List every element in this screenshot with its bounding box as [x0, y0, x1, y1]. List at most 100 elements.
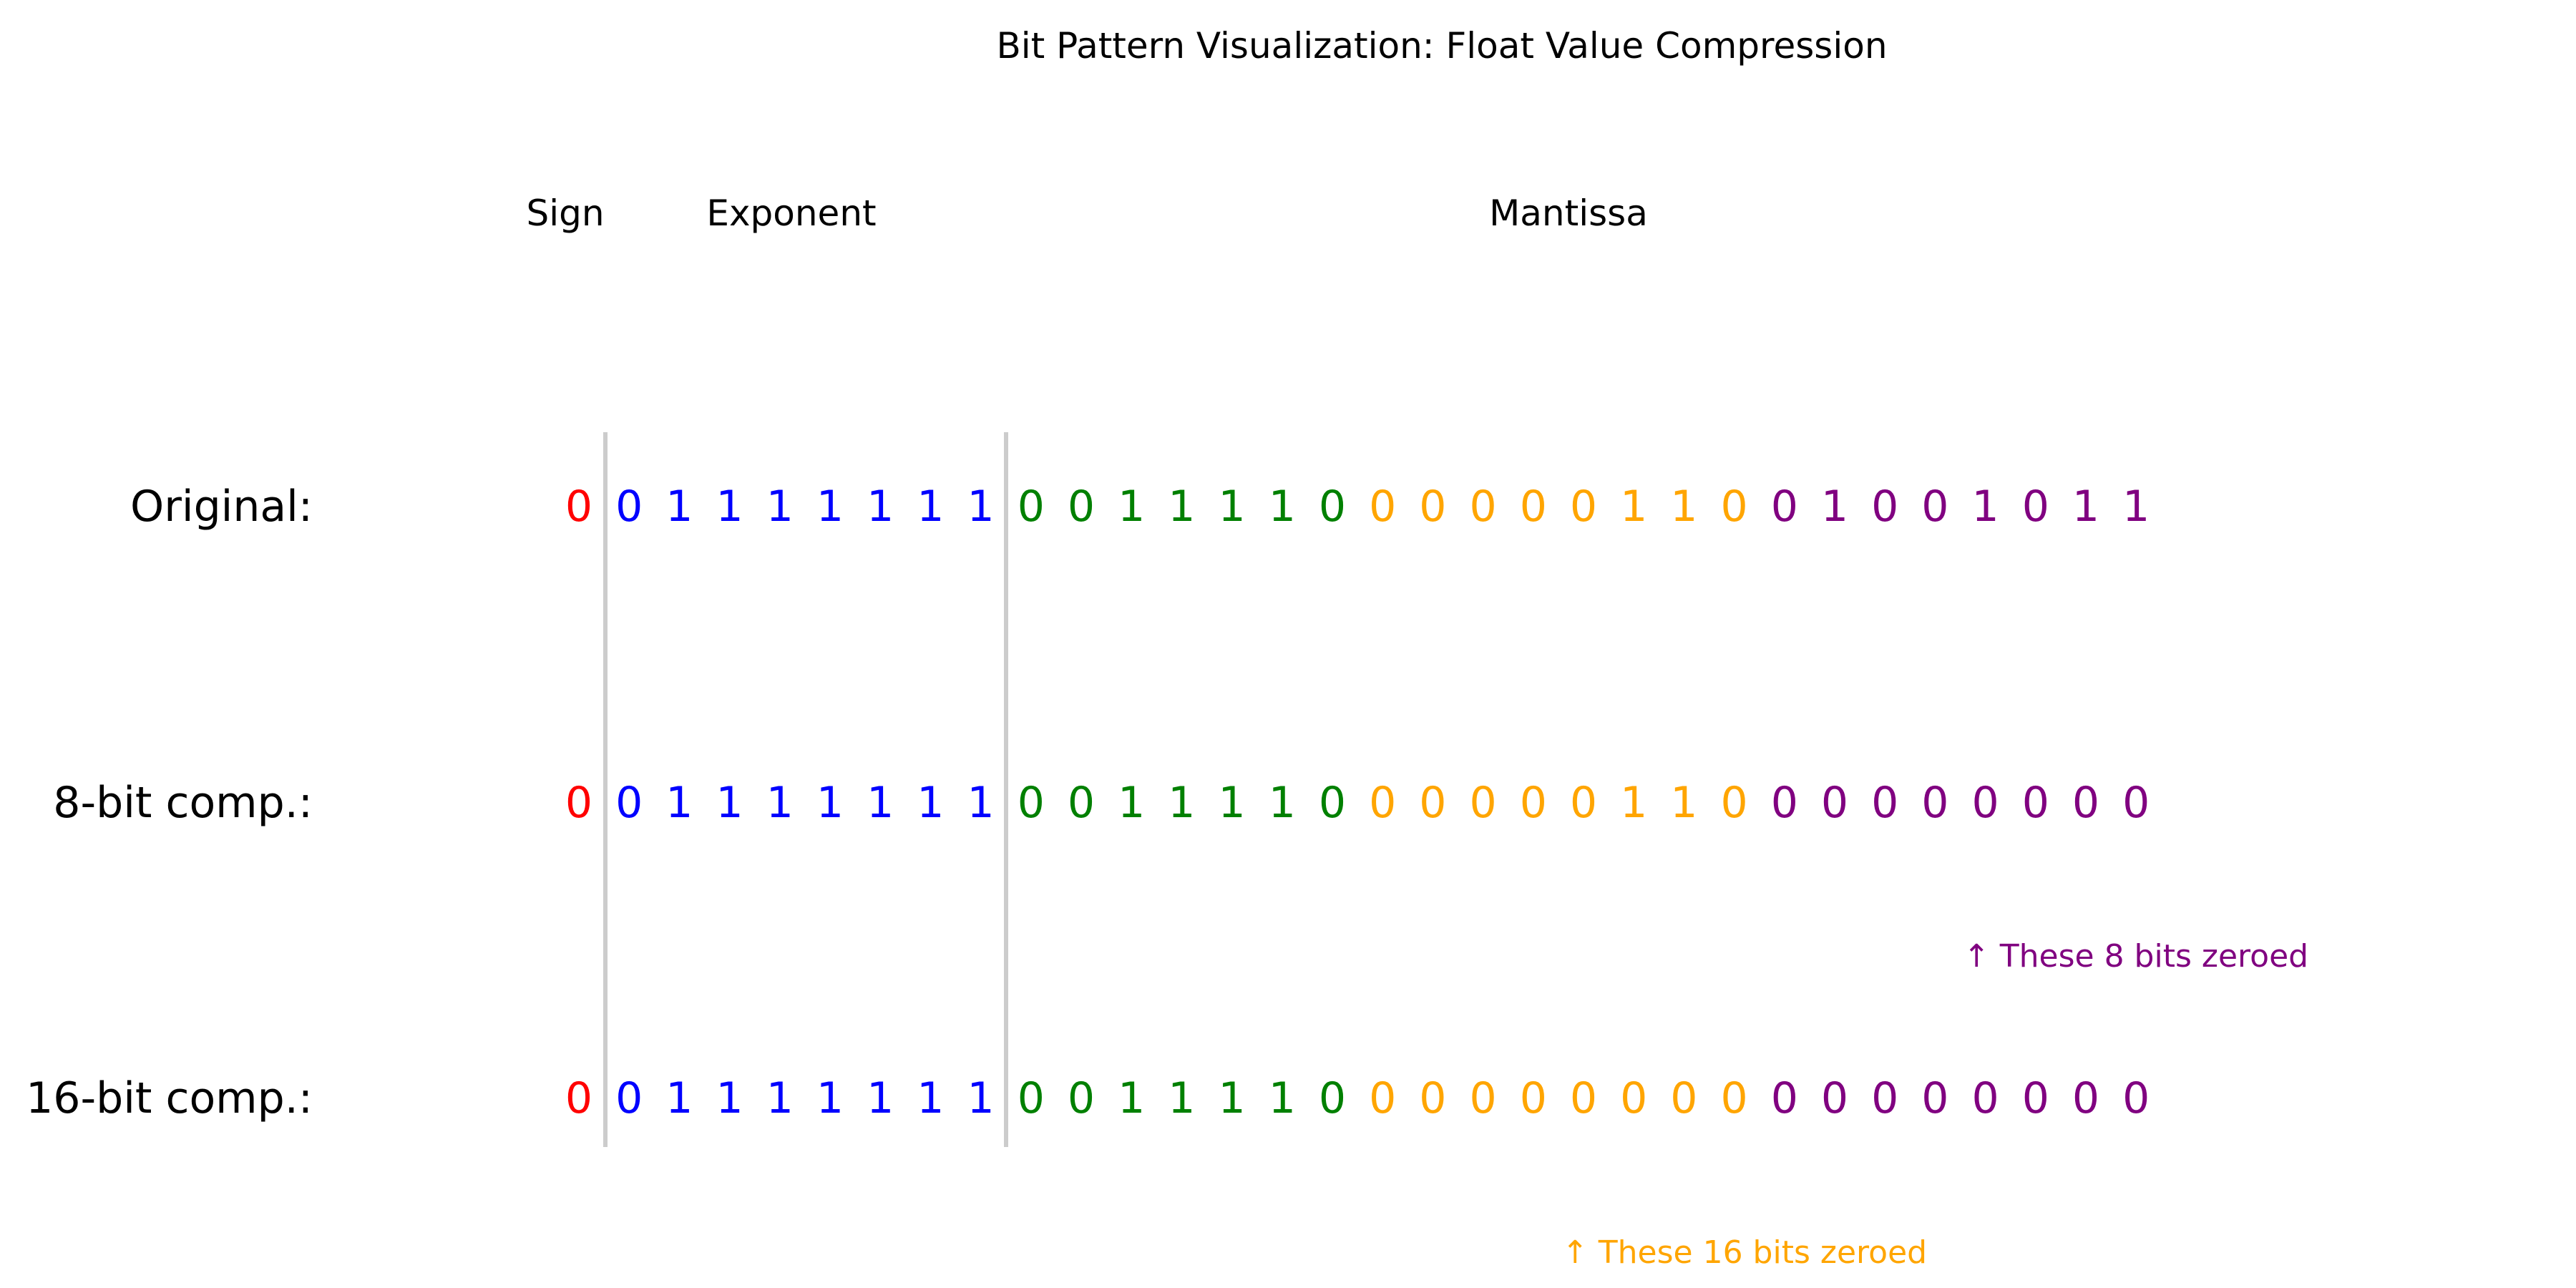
bit-9: 0: [1018, 482, 1045, 532]
bit-19: 0: [1520, 1073, 1547, 1123]
bit-10: 0: [1068, 778, 1095, 828]
bit-30: 1: [2072, 482, 2099, 532]
bit-24: 0: [1771, 778, 1798, 828]
bit-25: 0: [1821, 1073, 1848, 1123]
bit-16: 0: [1369, 778, 1396, 828]
bit-27: 0: [1921, 778, 1948, 828]
bit-17: 0: [1419, 778, 1446, 828]
bit-7: 1: [917, 1073, 944, 1123]
bit-12: 1: [1168, 778, 1195, 828]
bit-2: 1: [665, 482, 693, 532]
bit-1: 0: [615, 482, 643, 532]
bit-22: 1: [1670, 482, 1697, 532]
bit-6: 1: [867, 778, 894, 828]
bit-21: 0: [1620, 1073, 1647, 1123]
bit-11: 1: [1118, 1073, 1145, 1123]
bit-5: 1: [816, 778, 844, 828]
bit-2: 1: [665, 1073, 693, 1123]
bit-6: 1: [867, 1073, 894, 1123]
bit-31: 0: [2122, 1073, 2150, 1123]
bit-12: 1: [1168, 1073, 1195, 1123]
exponent-header: Exponent: [706, 192, 876, 234]
bit-9: 0: [1018, 778, 1045, 828]
row-label-original: Original:: [130, 482, 313, 532]
bit-9: 0: [1018, 1073, 1045, 1123]
note-8bit-zeroed: ↑ These 8 bits zeroed: [1963, 938, 2308, 975]
bit-28: 0: [1972, 1073, 1999, 1123]
bit-4: 1: [766, 778, 794, 828]
bit-1: 0: [615, 1073, 643, 1123]
bit-16: 0: [1369, 1073, 1396, 1123]
bit-20: 0: [1570, 482, 1597, 532]
bit-28: 0: [1972, 778, 1999, 828]
bit-22: 1: [1670, 778, 1697, 828]
bit-13: 1: [1219, 482, 1246, 532]
bit-6: 1: [867, 482, 894, 532]
bit-13: 1: [1219, 778, 1246, 828]
bit-3: 1: [716, 482, 743, 532]
bit-31: 1: [2122, 482, 2150, 532]
bit-24: 0: [1771, 1073, 1798, 1123]
mantissa-header: Mantissa: [1489, 192, 1648, 234]
bit-15: 0: [1319, 482, 1346, 532]
bit-25: 1: [1821, 482, 1848, 532]
bit-18: 0: [1470, 482, 1497, 532]
bit-0: 0: [565, 1073, 592, 1123]
bit-10: 0: [1068, 1073, 1095, 1123]
bit-19: 0: [1520, 778, 1547, 828]
bit-29: 0: [2022, 482, 2049, 532]
bit-26: 0: [1871, 1073, 1898, 1123]
bit-21: 1: [1620, 482, 1647, 532]
bit-4: 1: [766, 1073, 794, 1123]
bit-14: 1: [1269, 1073, 1296, 1123]
bit-14: 1: [1269, 482, 1296, 532]
bit-29: 0: [2022, 1073, 2049, 1123]
bit-20: 0: [1570, 778, 1597, 828]
bit-12: 1: [1168, 482, 1195, 532]
bit-30: 0: [2072, 778, 2099, 828]
bit-3: 1: [716, 778, 743, 828]
bit-27: 0: [1921, 482, 1948, 532]
bit-22: 0: [1670, 1073, 1697, 1123]
bit-0: 0: [565, 778, 592, 828]
bit-21: 1: [1620, 778, 1647, 828]
bit-20: 0: [1570, 1073, 1597, 1123]
bit-7: 1: [917, 482, 944, 532]
bit-10: 0: [1068, 482, 1095, 532]
bit-8: 1: [967, 1073, 995, 1123]
bit-3: 1: [716, 1073, 743, 1123]
bit-0: 0: [565, 482, 592, 532]
bit-28: 1: [1972, 482, 1999, 532]
bit-5: 1: [816, 482, 844, 532]
sign-header: Sign: [526, 192, 604, 234]
bit-30: 0: [2072, 1073, 2099, 1123]
bit-17: 0: [1419, 1073, 1446, 1123]
bit-25: 0: [1821, 778, 1848, 828]
bit-19: 0: [1520, 482, 1547, 532]
bit-7: 1: [917, 778, 944, 828]
bit-15: 0: [1319, 778, 1346, 828]
note-16bit-zeroed: ↑ These 16 bits zeroed: [1562, 1234, 1927, 1271]
bit-26: 0: [1871, 778, 1898, 828]
bit-18: 0: [1470, 1073, 1497, 1123]
row-label-8bit: 8-bit comp.:: [53, 778, 313, 828]
bit-16: 0: [1369, 482, 1396, 532]
row-label-16bit: 16-bit comp.:: [26, 1073, 313, 1123]
bit-29: 0: [2022, 778, 2049, 828]
bit-17: 0: [1419, 482, 1446, 532]
bit-23: 0: [1721, 482, 1748, 532]
bit-31: 0: [2122, 778, 2150, 828]
bit-13: 1: [1219, 1073, 1246, 1123]
bit-5: 1: [816, 1073, 844, 1123]
bit-8: 1: [967, 482, 995, 532]
bit-14: 1: [1269, 778, 1296, 828]
bit-15: 0: [1319, 1073, 1346, 1123]
bit-11: 1: [1118, 482, 1145, 532]
